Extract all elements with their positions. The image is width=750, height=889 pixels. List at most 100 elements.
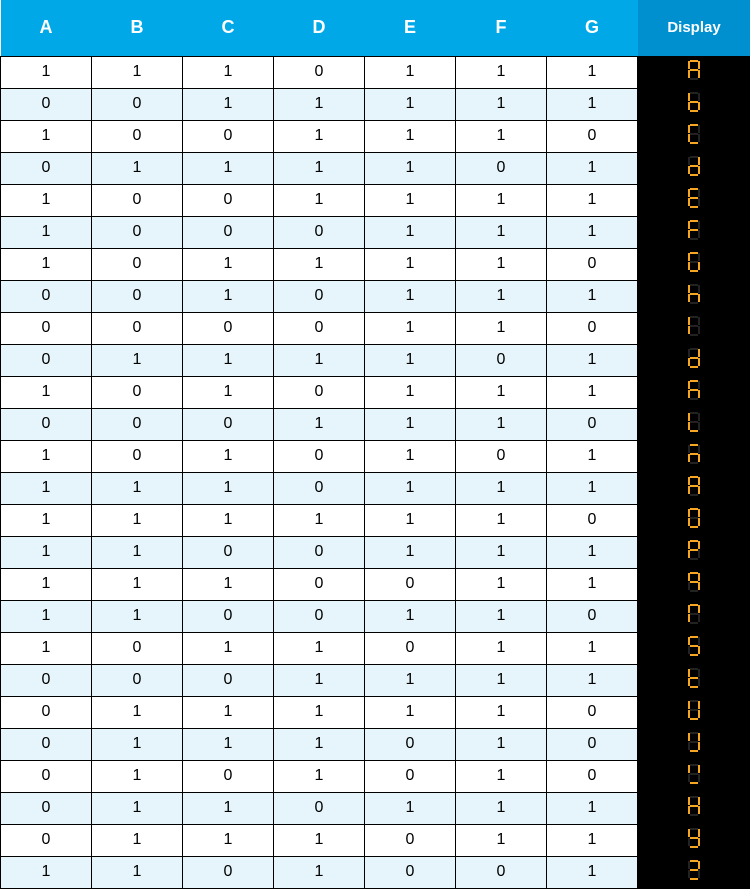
table-row: 0000110 bbox=[1, 312, 750, 344]
seven-segment-icon bbox=[687, 859, 701, 881]
cell-c: 1 bbox=[183, 152, 274, 184]
cell-e: 1 bbox=[365, 696, 456, 728]
display-cell bbox=[638, 760, 750, 792]
cell-d: 0 bbox=[274, 56, 365, 88]
cell-d: 1 bbox=[274, 152, 365, 184]
cell-e: 1 bbox=[365, 472, 456, 504]
cell-d: 1 bbox=[274, 696, 365, 728]
table-row: 0111110 bbox=[1, 696, 750, 728]
table-row: 1001111 bbox=[1, 184, 750, 216]
table-row: 0010111 bbox=[1, 280, 750, 312]
cell-b: 0 bbox=[92, 248, 183, 280]
cell-e: 1 bbox=[365, 312, 456, 344]
table-row: 1111110 bbox=[1, 504, 750, 536]
column-header-b: B bbox=[92, 0, 183, 56]
cell-g: 1 bbox=[547, 792, 638, 824]
cell-b: 1 bbox=[92, 760, 183, 792]
cell-b: 1 bbox=[92, 344, 183, 376]
cell-a: 0 bbox=[1, 728, 92, 760]
display-cell bbox=[638, 856, 750, 888]
cell-a: 1 bbox=[1, 120, 92, 152]
column-header-c: C bbox=[183, 0, 274, 56]
cell-b: 1 bbox=[92, 152, 183, 184]
table-body: 1110111001111110011100111101100111110001… bbox=[1, 56, 750, 888]
cell-a: 0 bbox=[1, 152, 92, 184]
display-cell bbox=[638, 216, 750, 248]
cell-g: 0 bbox=[547, 504, 638, 536]
cell-g: 1 bbox=[547, 184, 638, 216]
cell-g: 1 bbox=[547, 280, 638, 312]
cell-d: 1 bbox=[274, 856, 365, 888]
cell-c: 1 bbox=[183, 344, 274, 376]
display-cell bbox=[638, 792, 750, 824]
cell-d: 1 bbox=[274, 632, 365, 664]
cell-e: 0 bbox=[365, 760, 456, 792]
table-row: 0001111 bbox=[1, 664, 750, 696]
seven-segment-icon bbox=[687, 667, 701, 689]
cell-a: 1 bbox=[1, 472, 92, 504]
cell-b: 1 bbox=[92, 600, 183, 632]
table-row: 0011111 bbox=[1, 88, 750, 120]
cell-b: 0 bbox=[92, 440, 183, 472]
display-cell bbox=[638, 88, 750, 120]
cell-d: 1 bbox=[274, 120, 365, 152]
cell-e: 1 bbox=[365, 56, 456, 88]
cell-d: 1 bbox=[274, 760, 365, 792]
cell-a: 1 bbox=[1, 600, 92, 632]
table-row: 1100111 bbox=[1, 536, 750, 568]
cell-e: 1 bbox=[365, 248, 456, 280]
cell-d: 0 bbox=[274, 312, 365, 344]
cell-g: 0 bbox=[547, 312, 638, 344]
display-cell bbox=[638, 568, 750, 600]
table-row: 1011110 bbox=[1, 248, 750, 280]
display-cell bbox=[638, 664, 750, 696]
cell-a: 0 bbox=[1, 696, 92, 728]
cell-b: 1 bbox=[92, 472, 183, 504]
cell-e: 1 bbox=[365, 440, 456, 472]
table-row: 1101001 bbox=[1, 856, 750, 888]
cell-a: 0 bbox=[1, 824, 92, 856]
display-cell bbox=[638, 408, 750, 440]
cell-c: 0 bbox=[183, 664, 274, 696]
cell-e: 1 bbox=[365, 120, 456, 152]
cell-c: 1 bbox=[183, 696, 274, 728]
cell-g: 1 bbox=[547, 824, 638, 856]
table-row: 1110111 bbox=[1, 56, 750, 88]
display-cell bbox=[638, 696, 750, 728]
seven-segment-icon bbox=[687, 123, 701, 145]
seven-segment-icon bbox=[687, 699, 701, 721]
table-row: 1011011 bbox=[1, 632, 750, 664]
display-cell bbox=[638, 152, 750, 184]
cell-b: 1 bbox=[92, 792, 183, 824]
cell-d: 0 bbox=[274, 472, 365, 504]
cell-f: 1 bbox=[456, 664, 547, 696]
cell-f: 1 bbox=[456, 568, 547, 600]
seven-segment-icon bbox=[687, 219, 701, 241]
cell-e: 1 bbox=[365, 216, 456, 248]
cell-a: 0 bbox=[1, 88, 92, 120]
cell-b: 0 bbox=[92, 376, 183, 408]
display-cell bbox=[638, 536, 750, 568]
cell-b: 1 bbox=[92, 696, 183, 728]
display-cell bbox=[638, 504, 750, 536]
display-cell bbox=[638, 376, 750, 408]
cell-g: 1 bbox=[547, 376, 638, 408]
cell-a: 1 bbox=[1, 248, 92, 280]
cell-g: 1 bbox=[547, 568, 638, 600]
cell-a: 1 bbox=[1, 376, 92, 408]
cell-b: 0 bbox=[92, 184, 183, 216]
seven-segment-icon bbox=[687, 635, 701, 657]
column-header-g: G bbox=[547, 0, 638, 56]
seven-segment-icon bbox=[687, 411, 701, 433]
cell-d: 1 bbox=[274, 824, 365, 856]
cell-d: 1 bbox=[274, 344, 365, 376]
cell-c: 1 bbox=[183, 248, 274, 280]
cell-c: 0 bbox=[183, 408, 274, 440]
cell-c: 0 bbox=[183, 600, 274, 632]
cell-f: 1 bbox=[456, 632, 547, 664]
cell-f: 1 bbox=[456, 408, 547, 440]
cell-d: 1 bbox=[274, 408, 365, 440]
table-row: 1000111 bbox=[1, 216, 750, 248]
cell-b: 0 bbox=[92, 280, 183, 312]
seven-segment-icon bbox=[687, 283, 701, 305]
